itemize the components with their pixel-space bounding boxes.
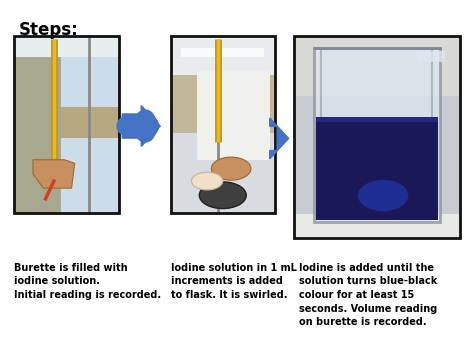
Bar	[171, 36, 275, 75]
Bar	[14, 36, 61, 213]
Bar	[197, 71, 270, 160]
Bar	[61, 106, 118, 138]
FancyArrow shape	[122, 105, 160, 146]
Bar	[294, 36, 460, 238]
Bar	[171, 75, 275, 133]
Bar	[294, 36, 460, 96]
Bar	[294, 214, 460, 238]
Text: Burette is filled with
iodine solution.
Initial reading is recorded.: Burette is filled with iodine solution. …	[14, 263, 161, 300]
Bar	[14, 36, 118, 57]
FancyArrow shape	[270, 118, 289, 159]
Ellipse shape	[199, 182, 246, 208]
Bar	[61, 36, 118, 213]
Text: Iodine solution in 1 mL
increments is added
to flask. It is swirled.: Iodine solution in 1 mL increments is ad…	[171, 263, 297, 300]
Bar	[171, 36, 275, 213]
Polygon shape	[314, 48, 440, 222]
Text: Iodine is added until the
solution turns blue-black
colour for at least 15
secon: Iodine is added until the solution turns…	[299, 263, 437, 327]
Bar	[14, 36, 118, 213]
Ellipse shape	[211, 157, 251, 180]
Bar	[171, 36, 275, 213]
Text: Steps:: Steps:	[19, 21, 79, 39]
Bar	[417, 51, 445, 61]
Bar	[181, 48, 264, 57]
Bar	[316, 117, 438, 220]
Polygon shape	[33, 160, 75, 188]
Ellipse shape	[358, 180, 409, 211]
Bar	[294, 36, 460, 238]
Ellipse shape	[191, 172, 223, 190]
Bar	[316, 117, 438, 121]
